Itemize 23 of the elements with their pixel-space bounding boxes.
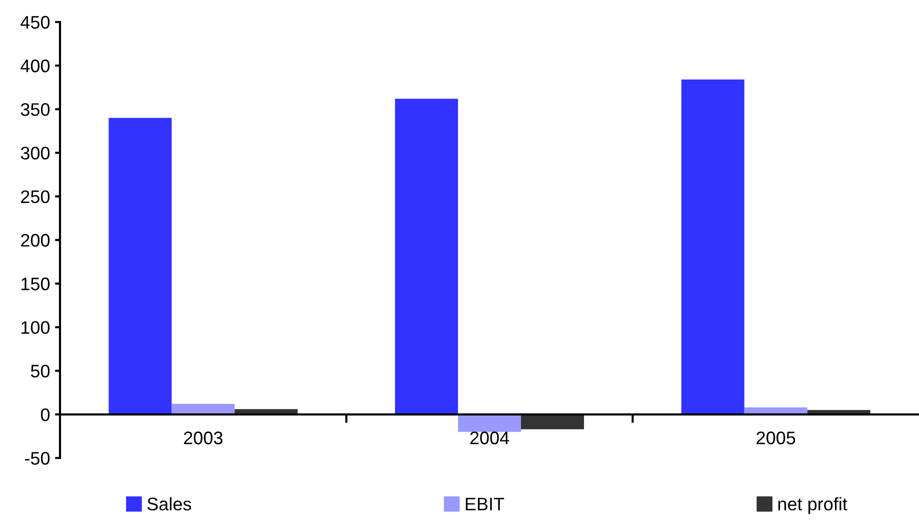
y-tick-label: 250 bbox=[21, 190, 50, 204]
y-tick-label: -50 bbox=[24, 452, 50, 465]
bar bbox=[172, 404, 235, 414]
y-tick-label: 50 bbox=[30, 364, 50, 378]
y-tick-label: 300 bbox=[20, 146, 50, 160]
bar bbox=[520, 414, 584, 430]
y-tick-label: 450 bbox=[20, 16, 50, 29]
x-tick-label: 2003 bbox=[184, 432, 222, 444]
bar bbox=[681, 80, 744, 414]
x-tick-label: 2005 bbox=[756, 432, 796, 444]
y-tick-label: 0 bbox=[40, 408, 50, 422]
y-tick-label: 350 bbox=[20, 103, 50, 116]
legend-label: Sales bbox=[147, 497, 192, 510]
y-tick-label: 100 bbox=[22, 321, 50, 334]
legend-label: EBIT bbox=[466, 498, 504, 510]
legend-label: net profit bbox=[778, 497, 848, 514]
x-tick-label: 2004 bbox=[470, 432, 510, 444]
y-tick-label: 400 bbox=[20, 60, 50, 72]
bar bbox=[458, 414, 521, 432]
y-tick-label: 200 bbox=[21, 234, 50, 247]
y-tick-label: 150 bbox=[22, 278, 50, 290]
bar bbox=[108, 118, 172, 414]
bar bbox=[395, 98, 458, 414]
